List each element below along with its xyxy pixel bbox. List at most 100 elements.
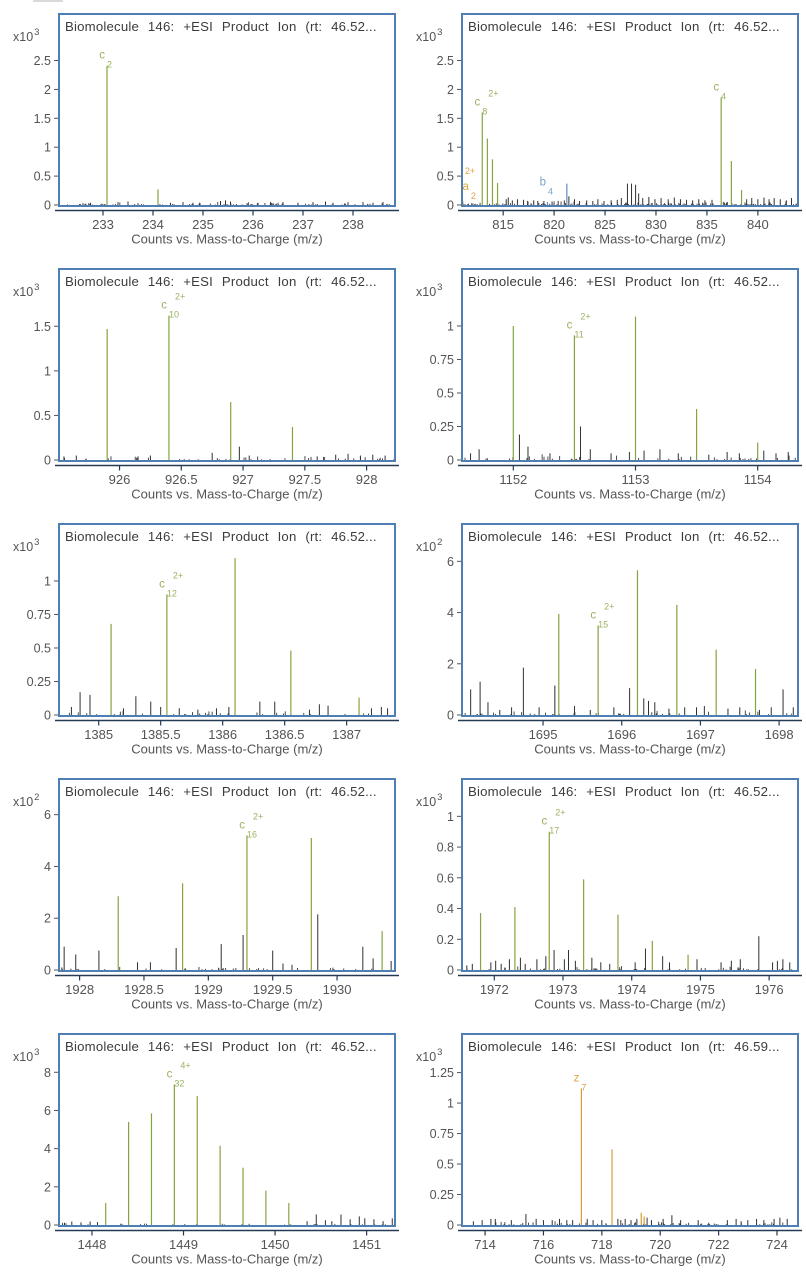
panel-title: Biomolecule 146: +ESI Product Ion (rt: 4… — [468, 784, 780, 799]
spectrum-panel: Biomolecule 146: +ESI Product Ion (rt: 4… — [0, 765, 403, 1020]
plot-area[interactable] — [461, 13, 799, 207]
x-tick-label: 927 — [232, 472, 254, 487]
y-tick-label: 0 — [447, 1219, 454, 1233]
x-tick-label: 825 — [594, 217, 616, 232]
y-tick-label: 0.25 — [27, 675, 51, 689]
x-axis-caption: Counts vs. Mass-to-Charge (m/z) — [131, 232, 322, 247]
plot-area[interactable] — [461, 268, 799, 462]
y-scale-exponent: 3 — [34, 282, 39, 293]
y-tick-label: 8 — [44, 1066, 51, 1080]
x-tick-label: 1928 — [65, 982, 94, 997]
plot-area[interactable] — [58, 13, 396, 207]
y-scale-prefix: x10 — [13, 1050, 33, 1064]
peaks-layer: c2 — [67, 50, 390, 205]
spectrum-panel: Biomolecule 146: +ESI Product Ion (rt: 4… — [403, 1020, 806, 1275]
annotation-sub: 12 — [167, 588, 177, 598]
y-tick-label: 0 — [44, 1219, 51, 1233]
annotation-sup: 2+ — [175, 292, 185, 302]
panel-title: Biomolecule 146: +ESI Product Ion (rt: 4… — [65, 784, 377, 799]
y-scale-label: x103 — [416, 282, 442, 299]
annotation-sup: 2+ — [488, 89, 498, 99]
y-scale-exponent: 3 — [34, 537, 39, 548]
y-tick-label: 1 — [447, 141, 454, 155]
annotation-sub: 15 — [598, 619, 608, 629]
x-axis-caption: Counts vs. Mass-to-Charge (m/z) — [131, 487, 322, 502]
y-tick-label: 0.5 — [437, 1158, 454, 1172]
x-axis-caption: Counts vs. Mass-to-Charge (m/z) — [131, 742, 322, 757]
x-tick-label: 720 — [649, 1237, 671, 1252]
y-tick-label: 0.75 — [430, 353, 454, 367]
y-tick-label: 0.6 — [437, 871, 454, 885]
annotation-sup: 2+ — [604, 601, 614, 611]
x-tick-label: 1928.5 — [124, 982, 164, 997]
peaks-layer: c11 2+ — [464, 311, 796, 460]
annotation-sub: 11 — [574, 329, 583, 339]
y-tick-label: 2 — [44, 912, 51, 926]
y-scale-exponent: 2 — [437, 537, 442, 548]
x-tick-label: 237 — [292, 217, 314, 232]
plot-area[interactable] — [461, 523, 799, 717]
x-axis-caption: Counts vs. Mass-to-Charge (m/z) — [534, 997, 725, 1012]
x-tick-label: 716 — [533, 1237, 555, 1252]
plot-area[interactable] — [461, 778, 799, 972]
x-tick-label: 1154 — [744, 472, 772, 487]
y-tick-label: 1.5 — [34, 320, 51, 334]
y-tick-label: 2.5 — [437, 54, 454, 68]
y-tick-label: 1 — [447, 1097, 454, 1111]
x-tick-label: 926 — [109, 472, 131, 487]
x-tick-label: 1973 — [549, 982, 578, 997]
plot-area[interactable] — [461, 1033, 799, 1227]
plot-area[interactable] — [58, 778, 396, 972]
plot-area[interactable] — [58, 523, 396, 717]
spectrum-panel: Biomolecule 146: +ESI Product Ion (rt: 4… — [0, 1020, 403, 1275]
y-tick-label: 2 — [44, 83, 51, 97]
spectrum-plot-svg: Biomolecule 146: +ESI Product Ion (rt: 4… — [416, 13, 802, 247]
x-tick-label: 830 — [645, 217, 667, 232]
y-tick-label: 0.2 — [437, 933, 454, 947]
spectrum-plot-svg: Biomolecule 146: +ESI Product Ion (rt: 4… — [416, 523, 802, 757]
x-tick-label: 1974 — [617, 982, 646, 997]
annotation-letter: z — [574, 1072, 580, 1084]
annotation-sub: 4 — [721, 91, 726, 101]
plot-area[interactable] — [58, 1033, 396, 1227]
x-tick-label: 1448 — [77, 1237, 106, 1252]
x-tick-label: 820 — [543, 217, 565, 232]
peaks-layer: c12 2+ — [68, 558, 389, 715]
peaks-layer: c16 2+ — [61, 811, 392, 970]
x-tick-label: 1385 — [84, 727, 113, 742]
y-tick-label: 4 — [44, 860, 51, 874]
x-axis-caption: Counts vs. Mass-to-Charge (m/z) — [534, 1252, 725, 1267]
y-tick-label: 0 — [447, 709, 454, 723]
y-tick-label: 4 — [44, 1142, 51, 1156]
y-tick-label: 1.5 — [437, 112, 454, 126]
x-tick-label: 835 — [696, 217, 718, 232]
y-tick-label: 0 — [447, 964, 454, 978]
y-tick-label: 6 — [44, 808, 51, 822]
annotation-letter: c — [161, 300, 167, 312]
y-scale-label: x103 — [416, 792, 442, 809]
y-tick-label: 0.8 — [437, 841, 454, 855]
x-tick-label: 1930 — [323, 982, 352, 997]
y-tick-label: 0.5 — [437, 170, 454, 184]
x-tick-label: 1450 — [261, 1237, 290, 1252]
x-tick-label: 233 — [92, 217, 114, 232]
spectrum-panel: Biomolecule 146: +ESI Product Ion (rt: 4… — [403, 765, 806, 1020]
y-tick-label: 2.5 — [34, 54, 51, 68]
y-tick-label: 0 — [447, 454, 454, 468]
annotation-sub: 2 — [107, 60, 112, 70]
y-tick-label: 1 — [447, 810, 454, 824]
y-tick-label: 0 — [44, 199, 51, 213]
panel-title: Biomolecule 146: +ESI Product Ion (rt: 4… — [468, 529, 780, 544]
x-axis-caption: Counts vs. Mass-to-Charge (m/z) — [131, 1252, 322, 1267]
y-tick-label: 0.75 — [27, 608, 51, 622]
y-tick-label: 1.25 — [430, 1066, 454, 1080]
x-tick-label: 927.5 — [289, 472, 322, 487]
peaks-layer: c32 4+ — [62, 1061, 393, 1225]
annotation-sup: 2+ — [465, 166, 475, 176]
x-tick-label: 1386.5 — [265, 727, 305, 742]
annotation-sub: 16 — [247, 829, 257, 839]
peaks-layer: c15 2+ — [464, 570, 794, 715]
annotation-sub: 2 — [471, 191, 476, 201]
x-tick-label: 1449 — [169, 1237, 198, 1252]
plot-area[interactable] — [58, 268, 396, 462]
